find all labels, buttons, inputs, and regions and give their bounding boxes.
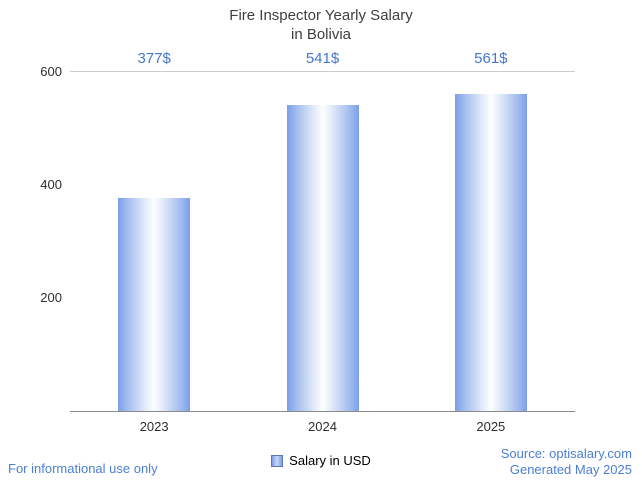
source-link[interactable]: Source: optisalary.com (500, 446, 632, 461)
chart-title: Fire Inspector Yearly Salary in Bolivia (0, 7, 642, 45)
legend-label: Salary in USD (289, 453, 371, 468)
bar (118, 198, 191, 411)
legend: Salary in USD (0, 453, 642, 468)
source-block: Source: optisalary.com Generated May 202… (501, 446, 632, 478)
bar-value-label: 561$ (474, 50, 508, 67)
y-tick-label: 200 (40, 290, 62, 305)
x-category-label: 2025 (476, 419, 506, 434)
bar (454, 94, 527, 411)
bar-value-label: 377$ (137, 50, 171, 67)
plot-area: 377$ 2023 541$ 2024 561$ 2025 200 400 600 (40, 50, 575, 434)
x-category-label: 2024 (308, 419, 337, 434)
disclaimer-text: For informational use only (8, 461, 158, 476)
y-tick-label: 600 (40, 64, 62, 79)
legend-swatch-icon (271, 454, 284, 467)
y-tick-label: 400 (40, 177, 62, 192)
generated-date: Generated May 2025 (509, 462, 632, 477)
chart-title-line1: Fire Inspector Yearly Salary (229, 7, 413, 24)
bar (286, 105, 359, 411)
chart-title-line2: in Bolivia (290, 25, 352, 43)
bar-value-label: 541$ (305, 50, 340, 67)
x-category-label: 2023 (139, 419, 169, 434)
